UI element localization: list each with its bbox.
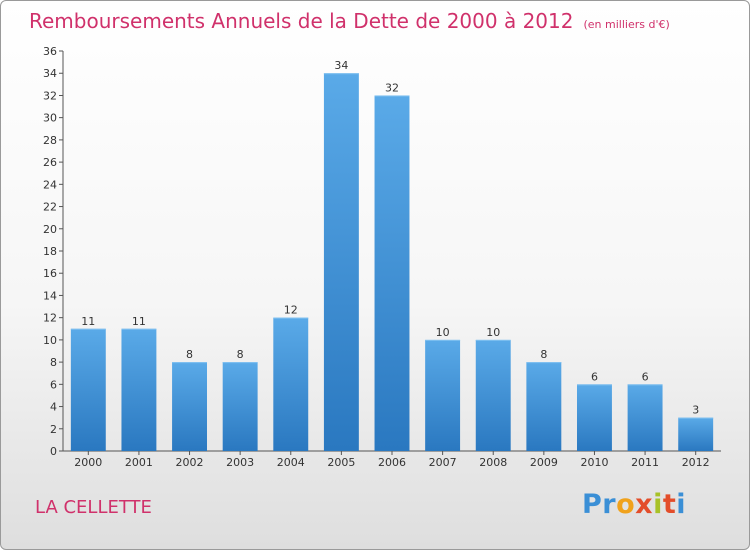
bar-value-label: 11 [81,315,95,328]
bar [526,362,562,451]
bar [576,384,612,451]
bar-value-label: 6 [591,370,598,383]
logo-part: x [635,489,654,520]
bar-value-label: 34 [334,59,348,72]
bar [273,317,309,451]
y-tick-label: 30 [43,112,57,125]
y-tick-label: 28 [43,134,57,147]
bar-value-label: 32 [385,81,399,94]
y-tick-label: 18 [43,245,57,258]
y-tick-label: 32 [43,89,57,102]
bar-value-label: 12 [284,304,298,317]
y-tick-label: 20 [43,223,57,236]
bar-value-label: 10 [486,326,500,339]
y-tick-label: 22 [43,201,57,214]
y-tick-label: 6 [50,378,57,391]
chart-title-unit: (en milliers d'€) [583,18,670,31]
bar [222,362,258,451]
bar [374,95,410,451]
y-tick-label: 12 [43,312,57,325]
x-tick-label: 2006 [378,456,406,469]
chart-title: Remboursements Annuels de la Dette de 20… [29,9,670,33]
bar [425,339,461,451]
x-tick-label: 2005 [327,456,355,469]
y-tick-label: 34 [43,67,57,80]
bar [121,328,157,451]
bar-value-label: 11 [132,315,146,328]
chart-title-text: Remboursements Annuels de la Dette de 20… [29,9,574,33]
y-tick-label: 4 [50,401,57,414]
x-tick-label: 2010 [580,456,608,469]
x-tick-label: 2012 [682,456,710,469]
x-tick-label: 2008 [479,456,507,469]
bars [70,73,714,451]
bar-value-label: 8 [186,348,193,361]
x-tick-label: 2000 [74,456,102,469]
x-tick-label: 2003 [226,456,254,469]
logo-part: t [662,489,677,520]
bar-value-label: 6 [642,370,649,383]
x-tick-label: 2004 [277,456,305,469]
y-tick-label: 0 [50,445,57,458]
commune-name: LA CELLETTE [35,497,152,518]
bar-value-label: 8 [540,348,547,361]
y-tick-label: 2 [50,423,57,436]
logo-part: i [653,489,663,520]
logo-part: Pr [582,489,617,520]
bar [475,339,511,451]
x-tick-label: 2001 [125,456,153,469]
x-tick-label: 2009 [530,456,558,469]
x-tick-label: 2002 [176,456,204,469]
bar [627,384,663,451]
bar-value-label: 3 [692,404,699,417]
y-tick-label: 16 [43,267,57,280]
bar-value-label: 10 [436,326,450,339]
y-tick-label: 14 [43,289,57,302]
y-tick-label: 8 [50,356,57,369]
bar [323,73,359,451]
bar [678,417,714,451]
y-tick-label: 24 [43,178,57,191]
logo-part: o [616,489,636,520]
y-tick-label: 36 [43,45,57,58]
y-tick-label: 10 [43,334,57,347]
logo-part: i [676,489,687,520]
bar-value-label: 8 [237,348,244,361]
bar [70,328,106,451]
y-tick-label: 26 [43,156,57,169]
bar [172,362,208,451]
bar-labels: 11 11 8 8 12 34 32 10 10 8 6 6 3 [81,59,699,416]
x-tick-label: 2007 [429,456,457,469]
proxiti-logo: Proxiti [582,489,686,520]
x-tick-label: 2011 [631,456,659,469]
